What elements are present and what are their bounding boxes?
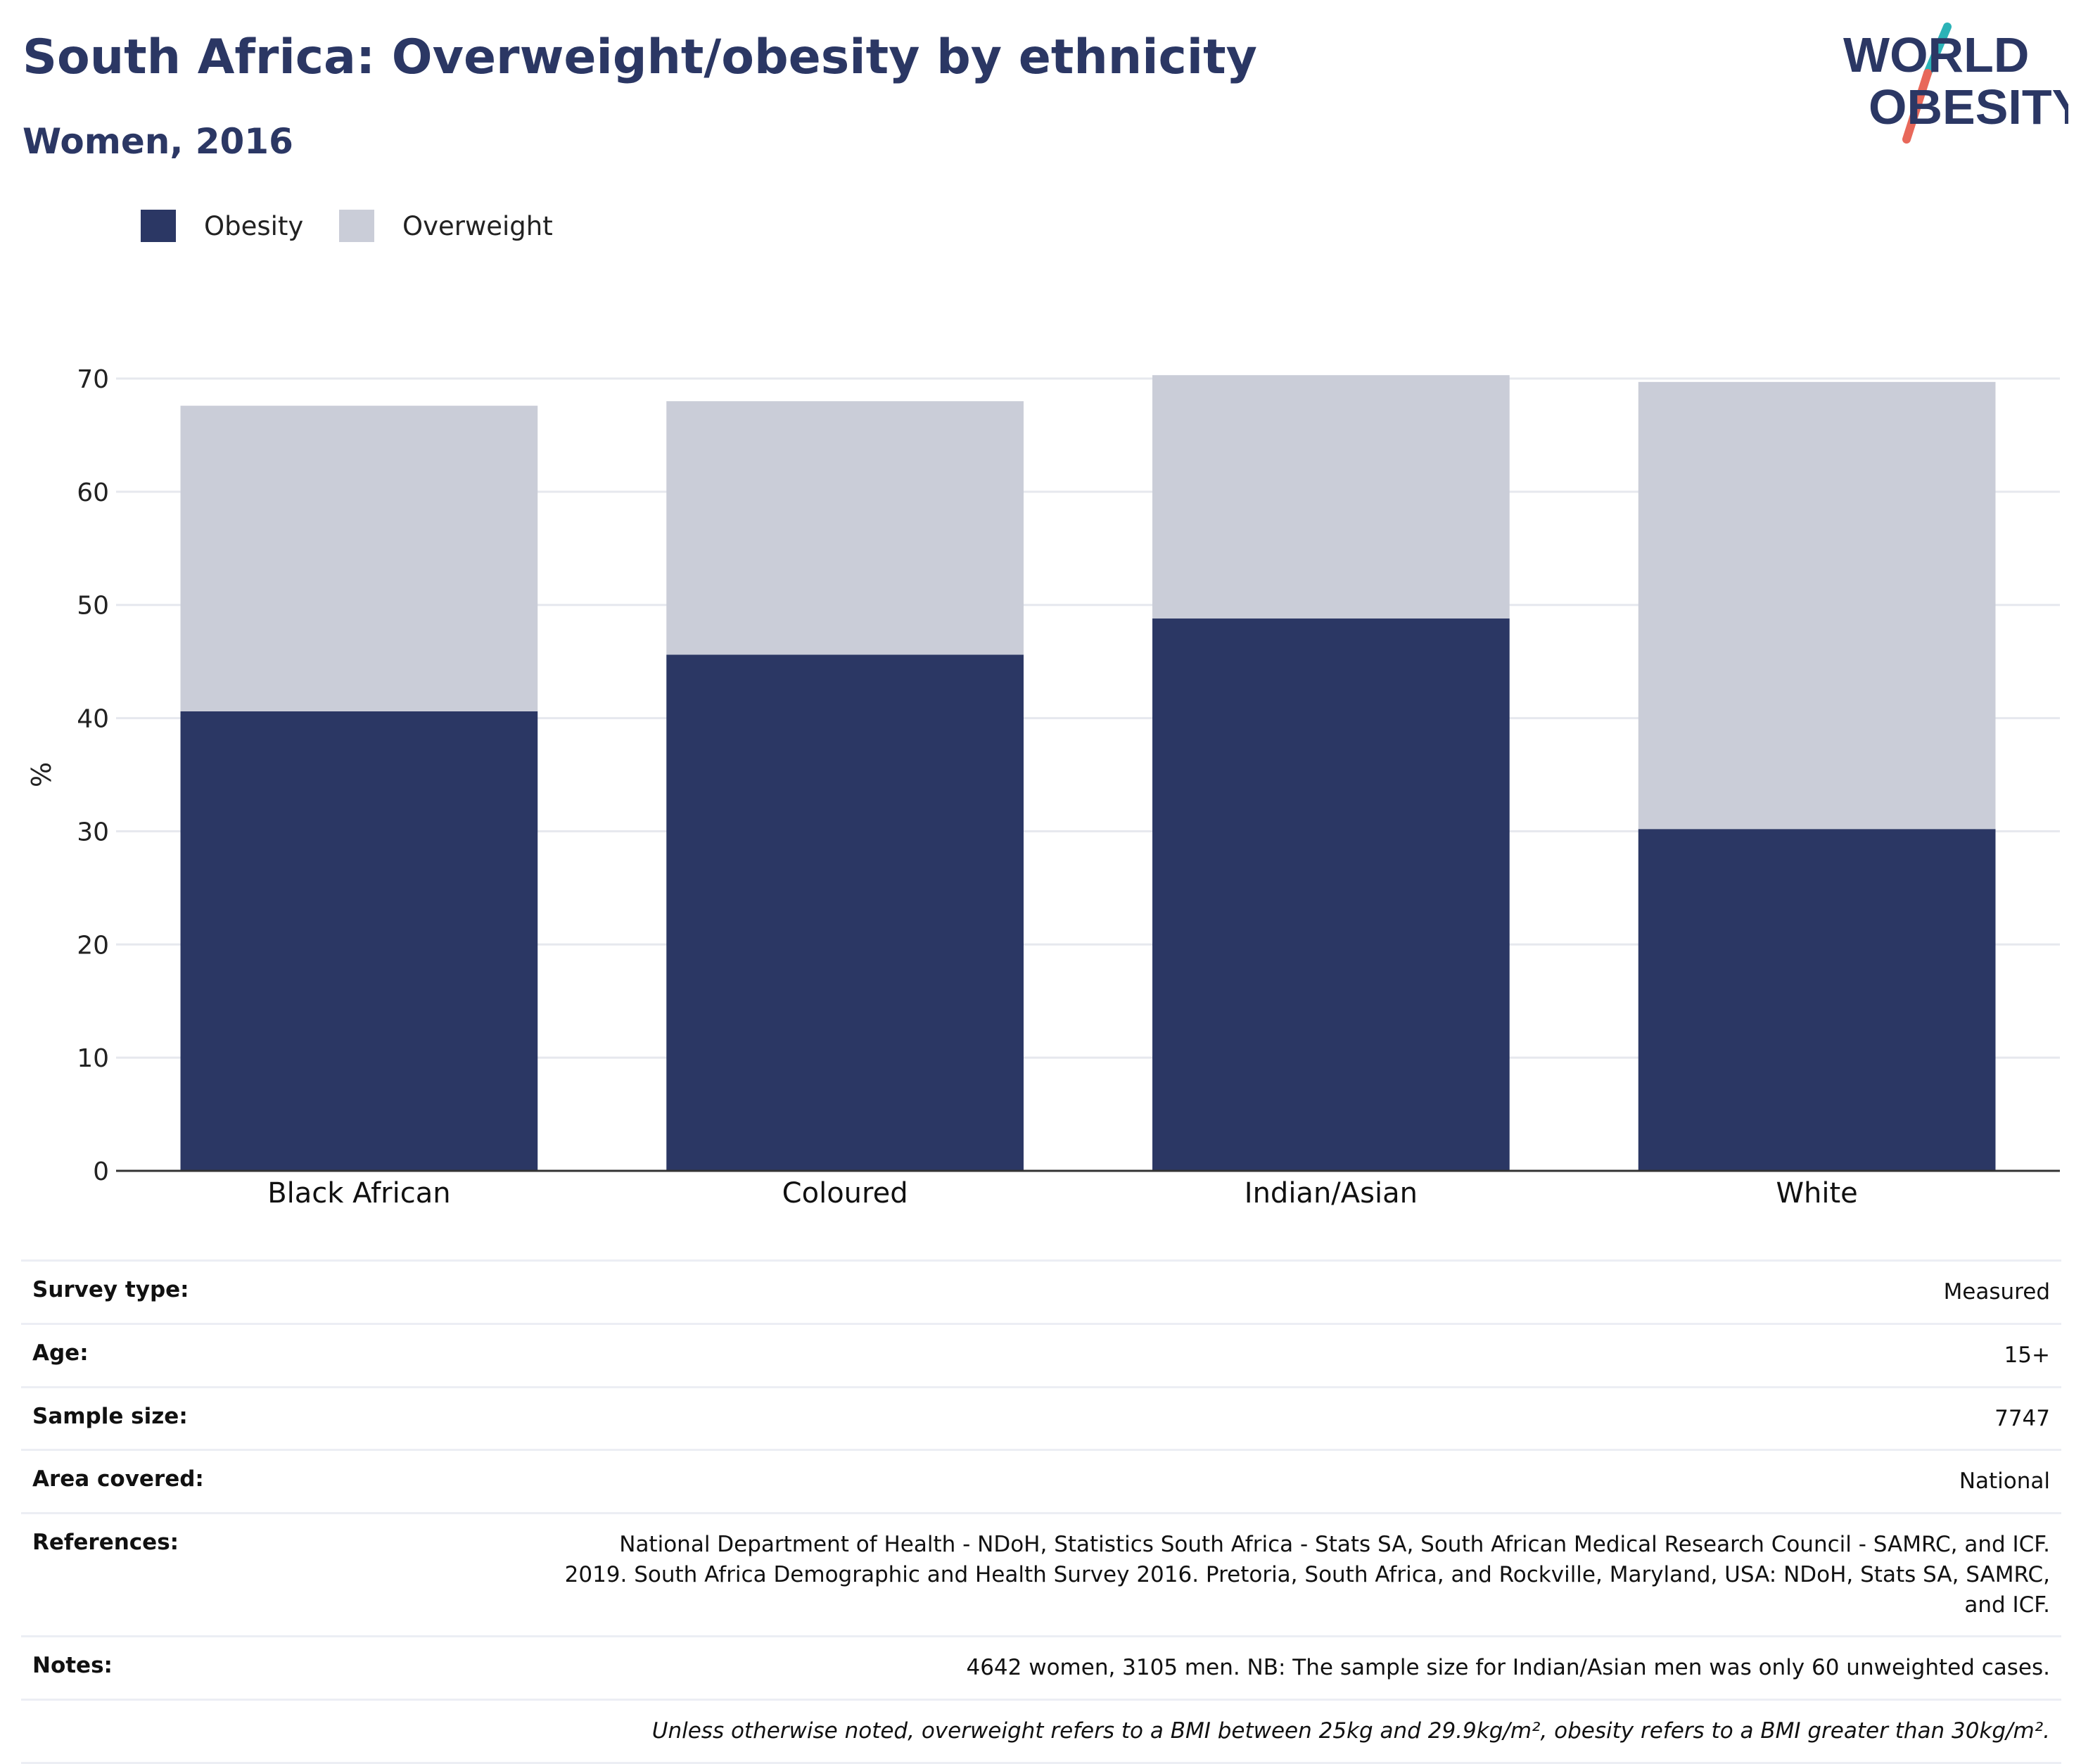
chart-subtitle: Women, 2016: [23, 121, 293, 162]
chart-title: South Africa: Overweight/obesity by ethn…: [23, 30, 1257, 85]
meta-key: Area covered:: [32, 1466, 204, 1492]
logo-line1: WORLD: [1843, 27, 2029, 82]
y-tick-label: 50: [77, 592, 109, 621]
definition-footnote: Unless otherwise noted, overweight refer…: [21, 1699, 2061, 1764]
legend-swatch-obesity: [141, 210, 176, 242]
meta-row-sample-size: Sample size: 7747: [21, 1385, 2061, 1449]
stacked-bar-chart: 0 10 20 30 40 50 60 70% Black African Coloured Ind…: [26, 365, 2060, 1210]
logo-slash-teal: [1923, 23, 1952, 77]
logo-line2: OBESITY: [1869, 80, 2068, 134]
bar-obesity-white: [1638, 829, 1996, 1171]
bar-overweight-white: [1638, 381, 1996, 830]
meta-value: Measured: [1943, 1279, 2050, 1305]
y-tick-label: 30: [77, 818, 109, 846]
meta-value: National: [1959, 1468, 2050, 1495]
meta-value: 4642 women, 3105 men. NB: The sample siz…: [966, 1655, 2050, 1681]
x-tick-label: Black African: [267, 1177, 450, 1210]
y-tick-label: 20: [77, 931, 109, 960]
y-tick-label: 70: [77, 365, 109, 394]
world-obesity-logo: WORLD OBESITY: [1843, 23, 2068, 144]
y-tick-label: 40: [77, 705, 109, 734]
bar-obesity-coloured: [666, 654, 1024, 1171]
meta-value: 15+: [2004, 1342, 2050, 1368]
y-tick-label: 10: [77, 1044, 109, 1073]
legend-label-overweight: Overweight: [402, 211, 553, 241]
bar-overweight-indian-asian: [1152, 375, 1510, 619]
x-tick-label: White: [1776, 1177, 1857, 1210]
footnote-text: Unless otherwise noted, overweight refer…: [651, 1718, 2050, 1744]
y-tick-label: 0: [93, 1157, 109, 1186]
x-tick-label: Coloured: [782, 1177, 908, 1210]
y-axis-label: %: [26, 762, 57, 787]
y-tick-label: 60: [77, 478, 109, 507]
meta-key: Sample size:: [32, 1403, 188, 1429]
legend-swatch-overweight: [339, 210, 374, 242]
meta-value: 7747: [1994, 1405, 2050, 1431]
meta-row-age: Age: 15+: [21, 1322, 2061, 1386]
meta-key: Age:: [32, 1340, 89, 1366]
meta-key: Survey type:: [32, 1277, 189, 1302]
meta-value: National Department of Health - NDoH, St…: [564, 1532, 2050, 1618]
meta-row-survey-type: Survey type: Measured: [21, 1259, 2061, 1323]
meta-key: Notes:: [32, 1653, 113, 1679]
meta-row-references: References: National Department of Healt…: [21, 1512, 2061, 1635]
meta-key: References:: [32, 1530, 179, 1556]
bar-overweight-coloured: [666, 401, 1024, 655]
meta-row-notes: Notes: 4642 women, 3105 men. NB: The sam…: [21, 1635, 2061, 1699]
logo-slash-red: [1902, 69, 1932, 144]
bar-overweight-black-african: [180, 405, 538, 711]
legend-label-obesity: Obesity: [204, 211, 304, 241]
bar-obesity-black-african: [180, 711, 538, 1171]
meta-row-area-covered: Area covered: National: [21, 1449, 2061, 1512]
x-tick-label: Indian/Asian: [1245, 1177, 1418, 1210]
bar-obesity-indian-asian: [1152, 618, 1510, 1171]
survey-metadata-table: Survey type: Measured Age: 15+ Sample si…: [21, 1259, 2061, 1764]
